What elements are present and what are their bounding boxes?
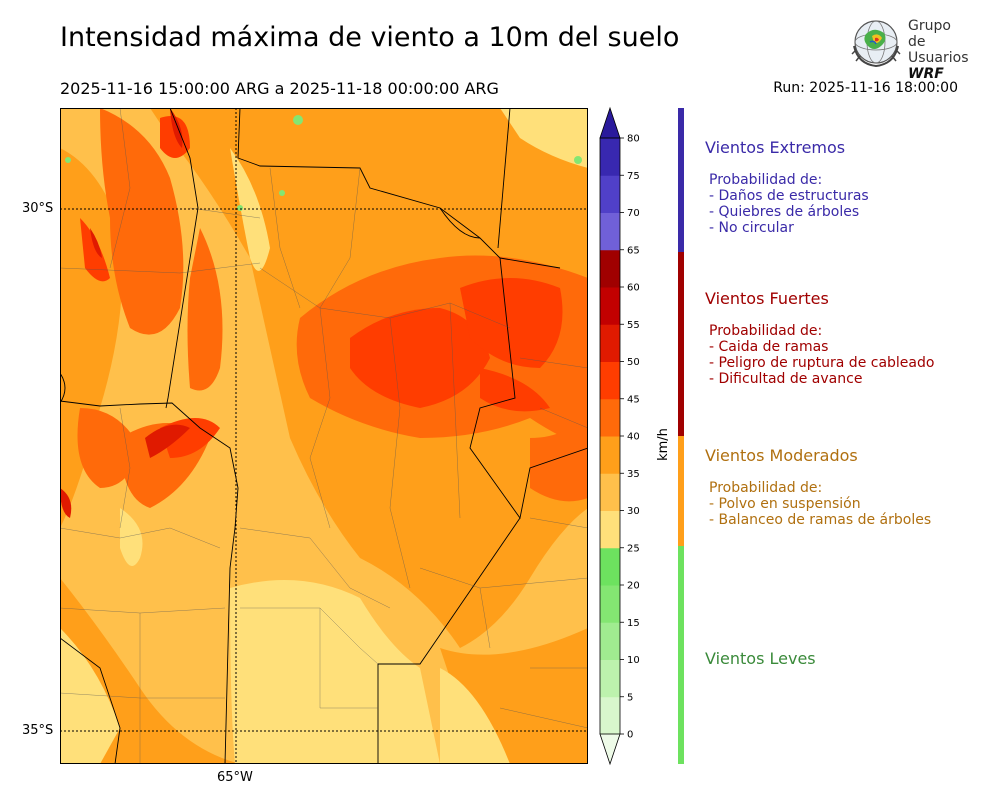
colorbar-tick-label: 0 xyxy=(627,730,633,741)
colorbar-extend-min xyxy=(599,733,621,766)
colorbar-extend-max xyxy=(599,106,621,139)
colorbar-tick-label: 10 xyxy=(627,655,640,666)
department-borders xyxy=(60,108,588,764)
logo-line-2: Usuarios xyxy=(908,50,969,66)
lat-label-35s: 35°S xyxy=(22,723,54,738)
colorbar-tick-label: 15 xyxy=(627,618,640,629)
run-timestamp: Run: 2025-11-16 18:00:00 xyxy=(773,80,958,96)
colorbar-band xyxy=(600,436,620,474)
category-line: - No circular xyxy=(709,220,794,236)
colorbar-tick-label: 75 xyxy=(627,171,640,182)
globe-icon xyxy=(851,20,901,68)
forecast-period: 2025-11-16 15:00:00 ARG a 2025-11-18 00:… xyxy=(60,79,499,98)
colorbar-tick-label: 80 xyxy=(627,134,640,145)
category-line: - Peligro de ruptura de cableado xyxy=(709,355,935,371)
colorbar-band xyxy=(600,696,620,735)
logo-line-1: Grupo de xyxy=(908,18,951,50)
colorbar-band xyxy=(600,585,620,623)
colorbar-tick-label: 65 xyxy=(627,245,640,256)
colorbar-band xyxy=(600,212,620,251)
colorbar-band xyxy=(600,361,620,400)
category-title-leves: Vientos Leves xyxy=(705,649,816,668)
colorbar-tick-label: 30 xyxy=(627,506,640,517)
colorbar-band xyxy=(600,175,620,213)
colorbar-tick-label: 5 xyxy=(627,692,633,703)
colorbar-band xyxy=(600,622,620,660)
category-title-extremos: Vientos Extremos xyxy=(705,138,846,157)
category-line: - Balanceo de ramas de árboles xyxy=(709,512,932,528)
category-line: - Quiebres de árboles xyxy=(709,204,860,220)
category-line: - Dificultad de avance xyxy=(709,371,863,387)
wind-colorbar: 0 5 10 15 20 25 30 35 40 45 50 55 60 65 70 75 80 xyxy=(599,106,640,766)
category-line: Probabilidad de: xyxy=(709,323,823,339)
category-line: Probabilidad de: xyxy=(709,172,823,188)
colorbar-tick-label: 20 xyxy=(627,581,640,592)
map-title: Intensidad máxima de viento a 10m del su… xyxy=(60,22,680,53)
category-desc-fuertes: Probabilidad de: - Caida de ramas - Peli… xyxy=(709,323,934,387)
category-desc-extremos: Probabilidad de: - Daños de estructuras … xyxy=(709,172,869,236)
legend-bar-fuertes xyxy=(678,252,684,436)
colorbar-tick-label: 35 xyxy=(627,469,640,480)
colorbar-band xyxy=(600,138,620,176)
legend-bar-moderados xyxy=(678,436,684,546)
graticule xyxy=(60,108,588,764)
category-title-moderados: Vientos Moderados xyxy=(705,446,858,465)
colorbar-tick-label: 55 xyxy=(627,320,640,331)
colorbar-tick-label: 60 xyxy=(627,283,640,294)
colorbar-band xyxy=(600,287,620,325)
colorbar-tick-label: 50 xyxy=(627,357,640,368)
colorbar-band xyxy=(600,324,620,362)
legend-bar-extremos xyxy=(678,108,684,252)
province-borders xyxy=(60,108,588,764)
colorbar-band xyxy=(600,473,620,511)
category-line: - Daños de estructuras xyxy=(709,188,869,204)
legend-bar-leves xyxy=(678,546,684,764)
grupo-usuarios-wrf-logo: Grupo de Usuarios WRF xyxy=(848,16,969,82)
category-line: - Caida de ramas xyxy=(709,339,829,355)
colorbar-band xyxy=(600,547,620,586)
category-desc-moderados: Probabilidad de: - Polvo en suspensión -… xyxy=(709,480,931,528)
category-line: - Polvo en suspensión xyxy=(709,496,861,512)
colorbar-band xyxy=(600,510,620,549)
category-line: Probabilidad de: xyxy=(709,480,823,496)
wind-intensity-map xyxy=(60,108,588,764)
colorbar-band xyxy=(600,249,620,288)
category-title-fuertes: Vientos Fuertes xyxy=(705,289,829,308)
colorbar-band xyxy=(600,398,620,437)
colorbar-tick-label: 25 xyxy=(627,543,640,554)
colorbar-tick-label: 70 xyxy=(627,208,640,219)
lon-label-65w: 65°W xyxy=(217,770,253,785)
colorbar-unit-label: km/h xyxy=(655,428,671,461)
logo-line-3: WRF xyxy=(908,66,944,82)
colorbar-band xyxy=(600,659,620,698)
lat-label-30s: 30°S xyxy=(22,201,54,216)
colorbar-tick-label: 40 xyxy=(627,432,640,443)
colorbar-tick-label: 45 xyxy=(627,394,640,405)
